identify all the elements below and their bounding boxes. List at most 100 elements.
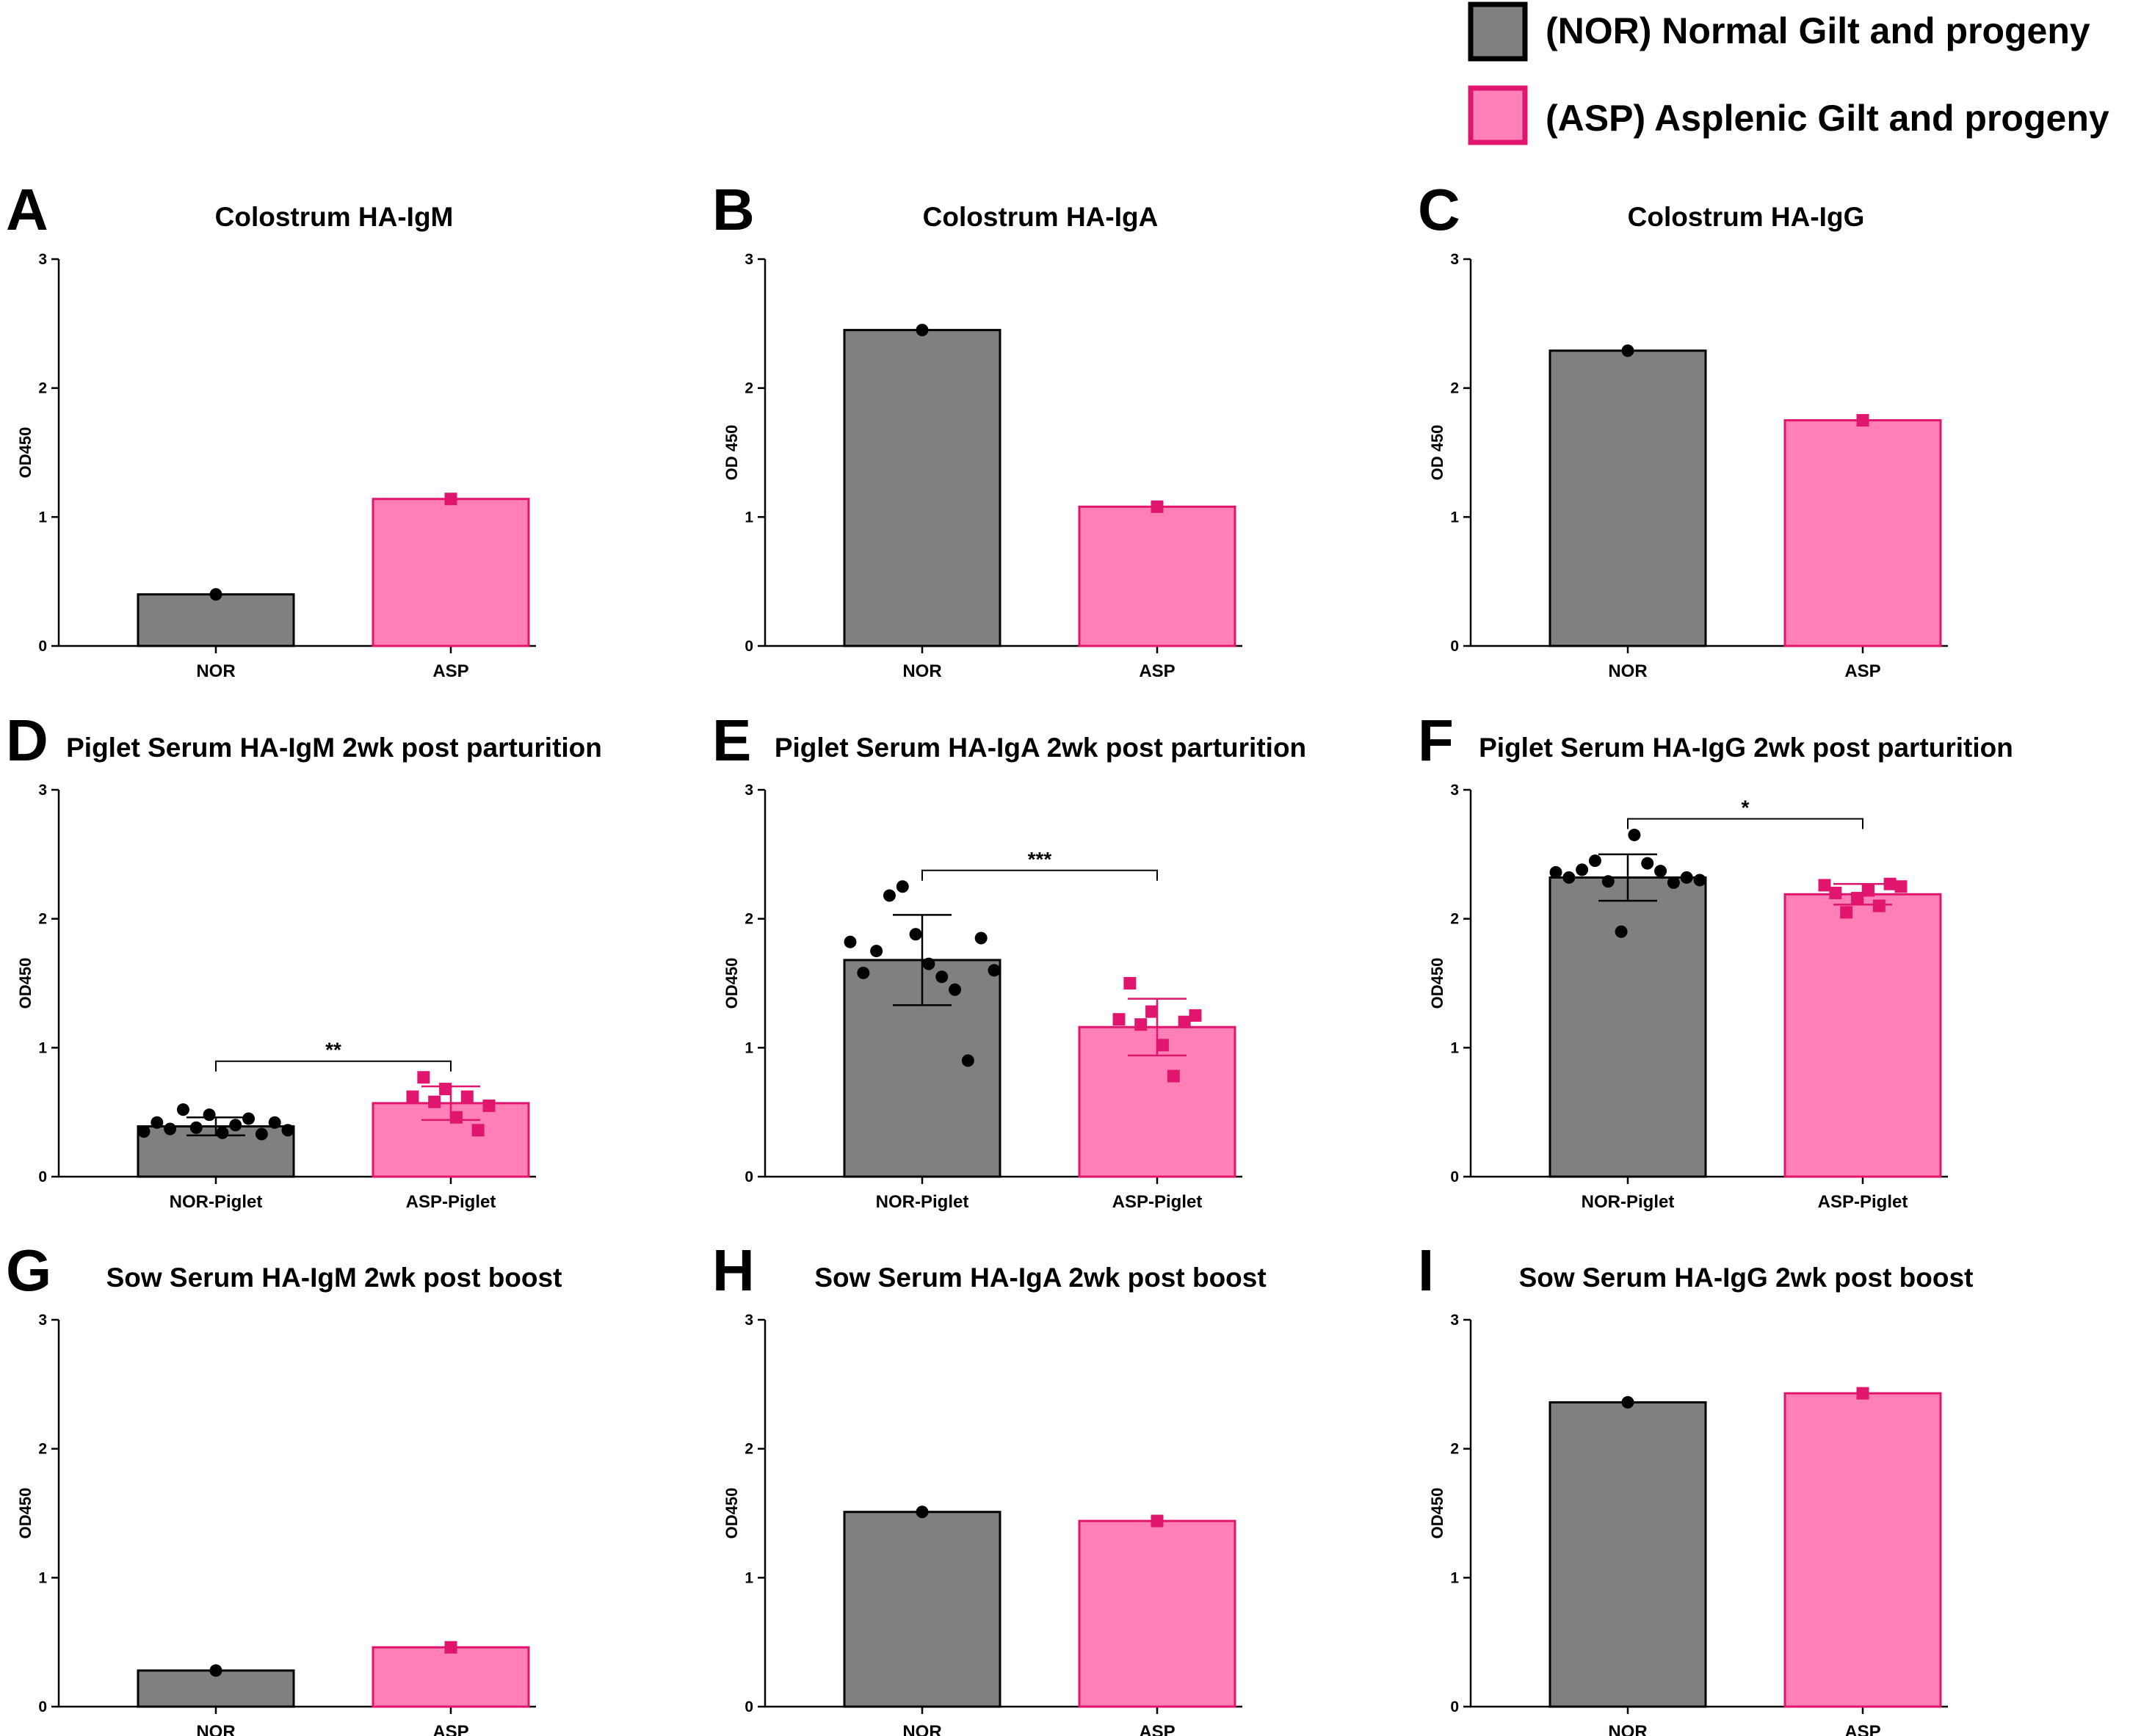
panel-letter: F — [1418, 708, 1454, 773]
panel-c: C Colostrum HA-IgG OD 450 0 1 2 3 NOR ASP — [1418, 177, 1948, 681]
panel-title: Colostrum HA-IgG — [1628, 202, 1865, 232]
y-tick-label: 2 — [745, 1441, 753, 1458]
bar-nor — [1548, 349, 1707, 647]
x-tick-label: NOR — [902, 661, 941, 681]
x-tick-label: ASP-Piglet — [1112, 1192, 1203, 1212]
data-point — [216, 1126, 229, 1139]
panel-letter: A — [6, 177, 48, 242]
y-tick-label: 0 — [1450, 1169, 1459, 1185]
y-tick-label: 2 — [38, 1441, 47, 1458]
data-point — [1851, 892, 1864, 905]
y-tick-label: 1 — [745, 509, 753, 526]
data-point — [974, 931, 988, 945]
y-tick-label: 1 — [1450, 1569, 1459, 1586]
x-tick-label: NOR — [196, 661, 235, 681]
data-point — [935, 970, 949, 984]
y-axis-label: OD450 — [1428, 958, 1446, 1009]
x-tick-label: ASP — [1139, 661, 1175, 681]
data-point — [1588, 854, 1601, 868]
y-tick-label: 2 — [745, 911, 753, 928]
y-tick-label: 0 — [745, 638, 753, 655]
data-point — [1628, 828, 1641, 841]
data-point — [1145, 1005, 1159, 1018]
panel-title: Piglet Serum HA-IgM 2wk post parturition — [66, 733, 602, 763]
data-point — [870, 945, 883, 958]
data-point — [988, 964, 1001, 977]
panel-letter: H — [712, 1238, 755, 1303]
legend-swatch-asp — [1468, 85, 1528, 145]
data-point — [151, 1116, 164, 1129]
y-tick-label: 3 — [38, 251, 47, 268]
data-point — [1621, 1395, 1634, 1409]
legend-label-asp: (ASP) Asplenic Gilt and progeny — [1546, 98, 2109, 139]
y-tick-label: 3 — [745, 1312, 753, 1329]
bar-asp — [372, 498, 530, 647]
y-tick-label: 2 — [1450, 380, 1459, 397]
data-point — [471, 1124, 485, 1137]
data-point — [961, 1054, 974, 1067]
y-axis-label: OD450 — [722, 958, 741, 1009]
y-axis-label: OD 450 — [1428, 425, 1446, 481]
bar-asp — [1078, 1519, 1236, 1708]
y-tick-label: 1 — [38, 1039, 47, 1056]
data-point — [896, 880, 909, 893]
y-tick-label: 0 — [38, 638, 47, 655]
data-point — [844, 935, 857, 948]
data-point — [1576, 863, 1589, 876]
data-point — [406, 1090, 419, 1103]
y-axis-label: OD450 — [16, 958, 35, 1009]
data-point — [1156, 1039, 1169, 1052]
data-point — [268, 1116, 281, 1129]
data-point — [176, 1103, 189, 1116]
data-point — [242, 1112, 256, 1125]
panel-h: H Sow Serum HA-IgA 2wk post boost OD450 0 1 2… — [712, 1238, 1267, 1736]
data-point — [1667, 876, 1680, 889]
panel-letter: E — [712, 708, 751, 773]
x-tick-label: NOR — [1608, 1722, 1647, 1736]
panel-letter: B — [712, 177, 755, 242]
x-tick-label: ASP — [1139, 1722, 1175, 1736]
data-point — [428, 1095, 441, 1108]
data-point — [1894, 880, 1908, 893]
panel-letter: I — [1418, 1238, 1434, 1303]
data-point — [1856, 414, 1869, 427]
bar-nor — [137, 593, 295, 647]
panel-letter: C — [1418, 177, 1460, 242]
x-tick-label: NOR — [1608, 661, 1647, 681]
x-tick-label: NOR-Piglet — [1582, 1192, 1675, 1212]
data-point — [203, 1108, 216, 1122]
bar-asp — [1783, 419, 1942, 647]
y-tick-label: 1 — [1450, 509, 1459, 526]
y-tick-label: 2 — [745, 380, 753, 397]
data-point — [255, 1127, 268, 1141]
data-point — [1861, 884, 1874, 897]
legend-label-nor: (NOR) Normal Gilt and progeny — [1546, 10, 2090, 51]
y-axis-label: OD450 — [16, 1488, 35, 1539]
data-point — [1112, 1013, 1126, 1026]
panel-b: B Colostrum HA-IgA OD 450 0 1 2 3 NOR ASP — [712, 177, 1242, 681]
data-point — [444, 1641, 457, 1654]
data-point — [460, 1090, 474, 1103]
data-point — [949, 983, 962, 996]
y-tick-label: 0 — [38, 1169, 47, 1185]
x-tick-label: ASP-Piglet — [1818, 1192, 1908, 1212]
legend-swatch-nor — [1468, 1, 1528, 62]
data-point — [1167, 1069, 1180, 1083]
y-tick-label: 3 — [745, 251, 753, 268]
x-tick-label: ASP — [432, 1722, 468, 1736]
data-point — [1615, 925, 1628, 938]
y-tick-label: 1 — [38, 1569, 47, 1586]
y-tick-label: 3 — [745, 782, 753, 799]
panel-title: Sow Serum HA-IgG 2wk post boost — [1519, 1263, 1974, 1293]
bar-nor-piglet — [1548, 876, 1707, 1178]
data-point — [1883, 877, 1897, 890]
x-tick-label: NOR-Piglet — [876, 1192, 969, 1212]
data-point — [444, 493, 457, 506]
y-tick-label: 1 — [745, 1039, 753, 1056]
bar-nor — [1548, 1401, 1707, 1708]
data-point — [1151, 1514, 1164, 1528]
data-point — [1123, 977, 1137, 989]
data-point — [1654, 865, 1667, 878]
data-point — [164, 1122, 177, 1136]
y-tick-label: 3 — [1450, 1312, 1459, 1329]
